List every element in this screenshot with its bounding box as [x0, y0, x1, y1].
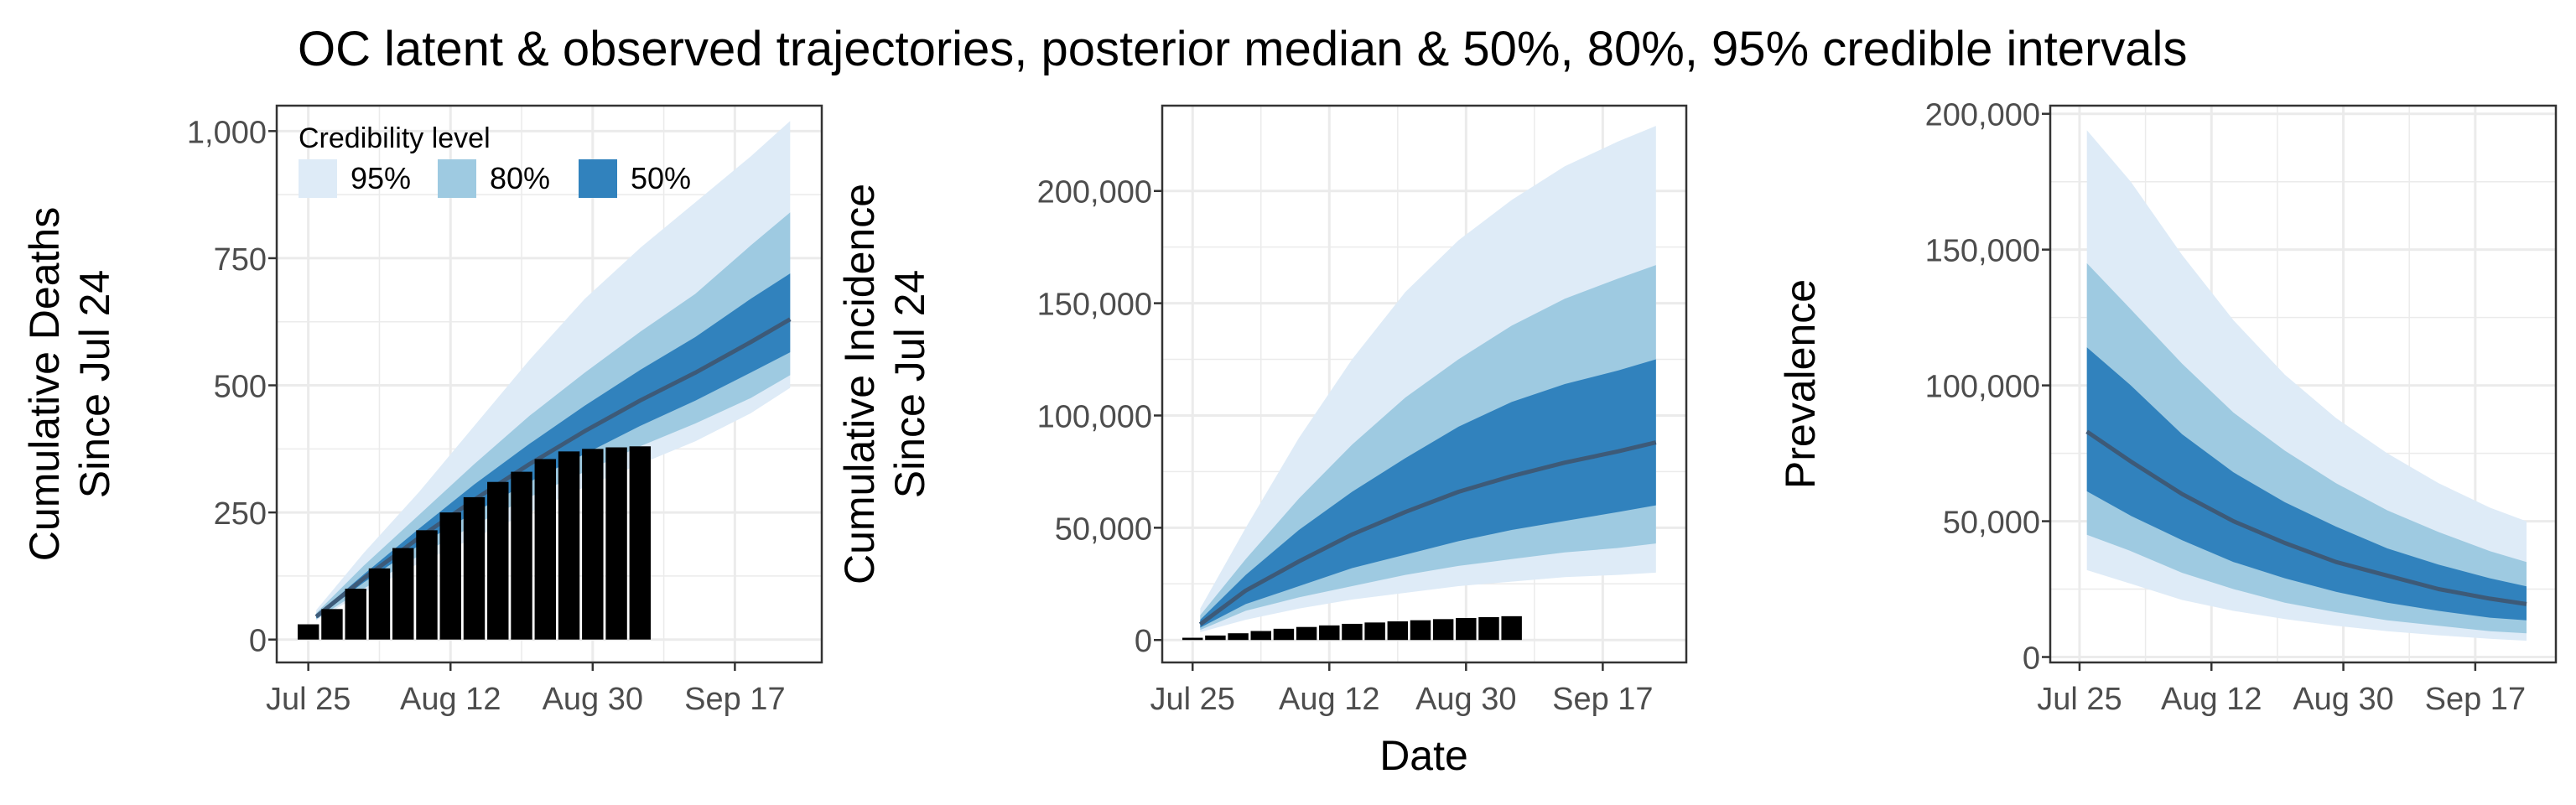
x-tick-label: Aug 30 — [543, 682, 643, 717]
observed-bar — [1228, 633, 1249, 641]
x-tick-label: Sep 17 — [1552, 682, 1653, 717]
observed-bar — [1387, 621, 1409, 641]
observed-bar — [487, 481, 509, 640]
panel-border — [2049, 104, 2558, 664]
observed-bar — [1296, 626, 1317, 641]
legend-title: Credibility level — [299, 122, 491, 154]
observed-bar — [1501, 615, 1522, 641]
panel-3: 0 50,000 100,000 150,000 200,000 Jul 25 Aug 12… — [1777, 98, 2558, 717]
y-tick-label: 50,000 — [1943, 506, 2040, 541]
y-tick-label: 0 — [249, 624, 267, 659]
observed-bar — [1182, 637, 1203, 641]
x-tick-label: Aug 30 — [1415, 682, 1516, 717]
y-tick-label: 200,000 — [1037, 175, 1152, 210]
band-50 — [1200, 359, 1656, 628]
observed-bar — [1410, 620, 1431, 641]
y-tick-label: 500 — [214, 370, 267, 405]
observed-bar — [511, 471, 532, 640]
x-tick-label: Aug 12 — [2161, 682, 2262, 717]
y-tick-label: 1,000 — [187, 115, 267, 150]
x-tick-label: Aug 12 — [1279, 682, 1379, 717]
observed-bar — [368, 568, 391, 640]
y-tick-label: 250 — [214, 496, 267, 532]
band-95 — [316, 121, 791, 621]
observed-bar — [392, 548, 414, 640]
x-tick-label: Sep 17 — [684, 682, 785, 717]
legend-label: 95% — [351, 161, 411, 195]
observed-bar — [605, 447, 627, 640]
panel-border — [275, 104, 823, 664]
observed-bar — [1319, 625, 1340, 641]
observed-bar — [582, 449, 604, 640]
x-axis-title: Date — [1379, 732, 1468, 779]
x-tick-label: Aug 12 — [400, 682, 501, 717]
y-axis-title-line: Cumulative Deaths — [21, 207, 68, 561]
median-line — [1198, 440, 1657, 626]
panel-1: 0 250 500 750 1,000 Jul 25 Aug 12 Aug 30 Sep 17 C… — [21, 104, 823, 717]
observed-bar — [439, 512, 461, 640]
y-tick-label: 750 — [214, 242, 267, 278]
y-axis-title-line: Prevalence — [1777, 279, 1824, 489]
y-tick-label: 100,000 — [1037, 399, 1152, 434]
y-tick-label: 50,000 — [1055, 512, 1152, 547]
x-tick-label: Jul 25 — [2037, 682, 2122, 717]
observed-bar — [1250, 631, 1271, 641]
observed-bar — [1273, 628, 1295, 641]
panel-2: 0 50,000 100,000 150,000 200,000 Jul 25 Aug 12… — [836, 104, 1688, 717]
observed-bar — [1342, 623, 1363, 641]
panels: 0 250 500 750 1,000 Jul 25 Aug 12 Aug 30 Sep 17 C… — [21, 98, 2558, 717]
x-tick-label: Jul 25 — [1150, 682, 1235, 717]
legend-key — [579, 159, 617, 198]
x-tick-label: Aug 30 — [2293, 682, 2393, 717]
observed-bar — [297, 624, 319, 640]
y-tick-label: 0 — [2023, 641, 2040, 677]
y-tick-label: 150,000 — [1925, 234, 2040, 269]
observed-bar — [1456, 617, 1477, 641]
y-axis-title-line: Since Jul 24 — [71, 270, 118, 498]
band-50 — [2086, 347, 2527, 621]
median-line — [2085, 429, 2527, 606]
y-axis-title-line: Cumulative Incidence — [836, 184, 883, 584]
legend-key — [438, 159, 476, 198]
observed-bar — [345, 589, 366, 640]
y-tick-label: 100,000 — [1925, 370, 2040, 405]
x-tick-label: Jul 25 — [266, 682, 351, 717]
legend-key — [299, 159, 337, 198]
observed-bar — [1432, 619, 1454, 641]
observed-bar — [1478, 616, 1499, 641]
observed-bar — [1364, 622, 1385, 641]
x-tick-label: Sep 17 — [2425, 682, 2526, 717]
observed-bar — [321, 609, 343, 640]
legend: Credibility level 95% 80% 50% — [299, 122, 691, 198]
observed-bar — [534, 459, 557, 640]
y-tick-label: 150,000 — [1037, 288, 1152, 323]
y-axis-title-line: Since Jul 24 — [886, 270, 933, 498]
observed-bar — [629, 446, 652, 640]
legend-label: 80% — [490, 161, 550, 195]
panel-border — [1161, 104, 1688, 664]
median-line — [314, 317, 792, 619]
observed-bar — [558, 451, 580, 640]
y-tick-label: 200,000 — [1925, 98, 2040, 133]
y-tick-label: 0 — [1135, 624, 1152, 659]
observed-bar — [416, 530, 438, 640]
observed-bar — [1205, 635, 1226, 641]
legend-label: 50% — [631, 161, 691, 195]
figure-title: OC latent & observed trajectories, poste… — [298, 22, 2187, 76]
observed-bar — [463, 496, 486, 640]
